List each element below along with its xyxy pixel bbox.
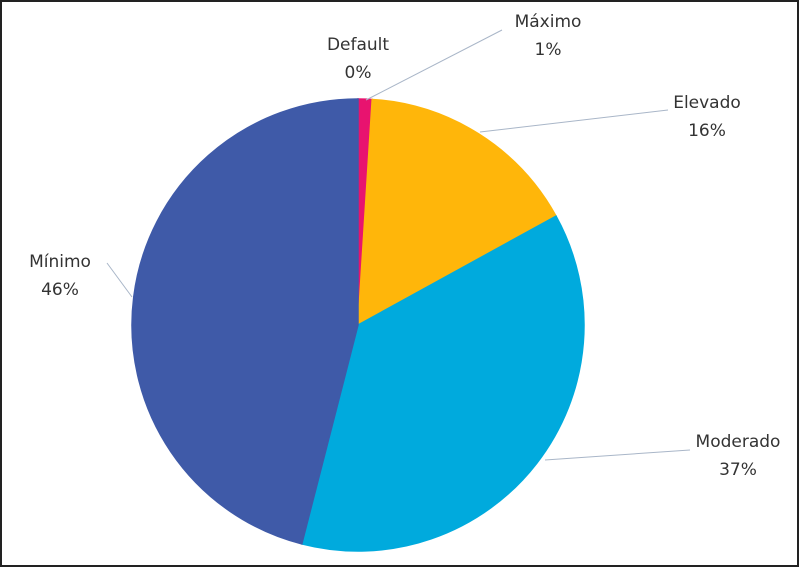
slice-label: Elevado <box>673 93 741 113</box>
slice-value-label: 46% <box>41 280 79 300</box>
slice-label: Default <box>327 35 389 55</box>
slice-value-label: 16% <box>688 121 726 141</box>
leader-line <box>365 29 503 101</box>
slice-value-label: 0% <box>345 63 372 83</box>
leader-line <box>479 109 669 133</box>
pie-slice <box>300 215 585 552</box>
leader-line <box>106 262 133 298</box>
leader-line <box>544 449 691 461</box>
slice-label: Moderado <box>696 432 781 452</box>
slice-label: Mínimo <box>29 252 91 272</box>
pie-slice <box>357 98 558 327</box>
pie-slice <box>131 98 359 545</box>
slice-value-label: 1% <box>535 40 562 60</box>
slice-value-label: 37% <box>719 460 757 480</box>
slice-label: Máximo <box>515 12 582 32</box>
